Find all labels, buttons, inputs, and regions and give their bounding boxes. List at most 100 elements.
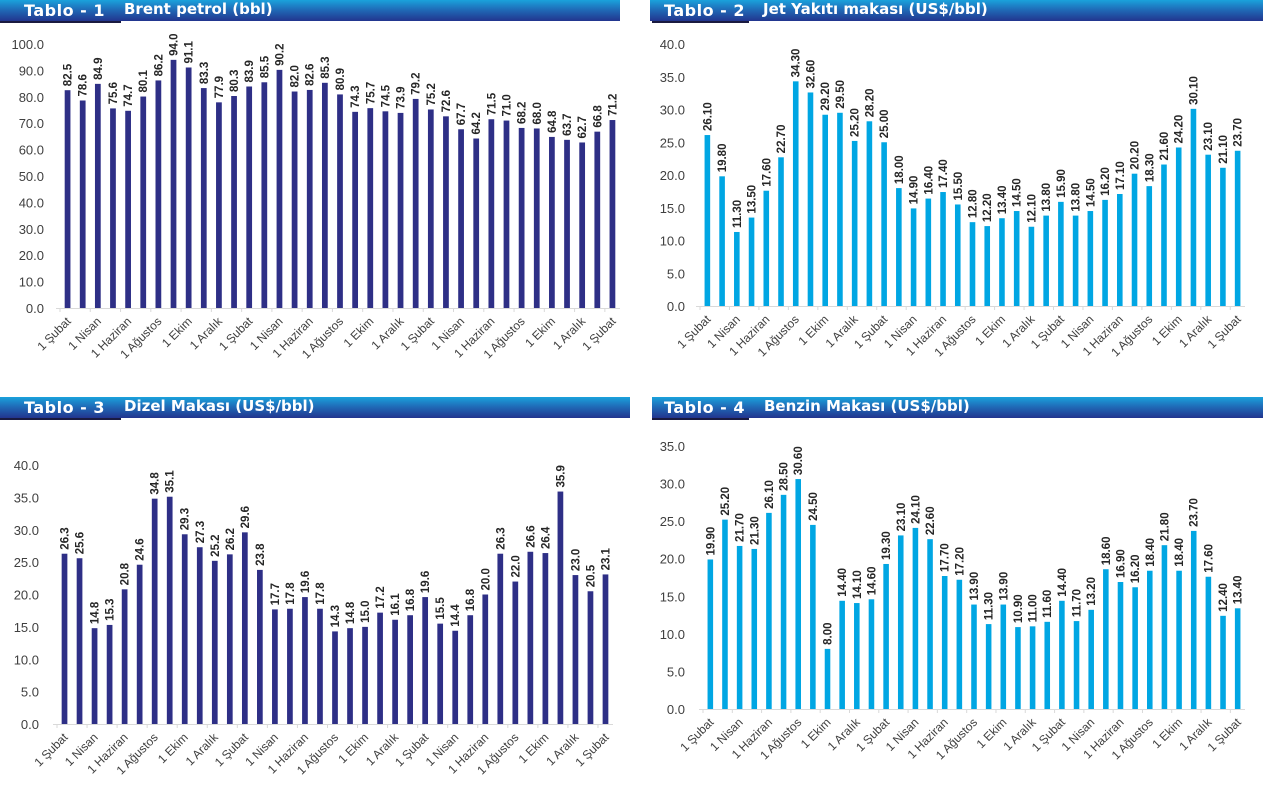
data-label: 28.20 xyxy=(864,89,876,118)
bar xyxy=(64,90,71,308)
bar xyxy=(851,140,858,306)
y-tick-label: 10.0 xyxy=(19,275,44,290)
chart3-header: Tablo - 3 Dizel Makası (US$/bbl) xyxy=(0,397,630,418)
data-label: 25.00 xyxy=(879,109,891,138)
x-tick-label: 1 Şubat xyxy=(579,314,619,354)
data-label: 26.10 xyxy=(764,480,776,509)
data-label: 15.5 xyxy=(435,597,447,620)
bar xyxy=(106,624,113,724)
data-label: 29.6 xyxy=(240,506,252,528)
bar xyxy=(780,494,787,709)
y-tick-label: 15.0 xyxy=(660,201,685,216)
data-label: 94.0 xyxy=(169,33,181,55)
data-label: 13.90 xyxy=(998,572,1010,601)
bar xyxy=(1072,215,1079,306)
data-label: 23.10 xyxy=(896,503,908,532)
bar xyxy=(1220,167,1226,306)
data-label: 63.7 xyxy=(562,113,574,135)
y-tick-label: 70.0 xyxy=(19,116,44,131)
data-label: 35.1 xyxy=(165,470,177,493)
y-tick-label: 25.0 xyxy=(14,555,39,570)
y-tick-label: 35.0 xyxy=(660,439,685,454)
bar xyxy=(868,599,875,709)
data-label: 85.5 xyxy=(259,55,271,78)
bar xyxy=(542,553,549,724)
data-label: 13.20 xyxy=(1086,577,1098,606)
data-label: 16.40 xyxy=(923,166,935,195)
bar xyxy=(321,82,328,308)
data-label: 29.50 xyxy=(835,80,847,109)
bar xyxy=(1132,587,1138,709)
bar xyxy=(795,479,801,709)
data-label: 66.8 xyxy=(592,105,604,128)
bar xyxy=(810,524,816,709)
y-tick-label: 30.0 xyxy=(14,523,39,538)
y-tick-label: 20.0 xyxy=(14,588,39,603)
bar xyxy=(170,59,177,309)
data-label: 11.00 xyxy=(1028,594,1040,622)
data-label: 78.6 xyxy=(78,74,90,96)
data-label: 14.3 xyxy=(330,605,342,627)
x-tick-label: 1 Şubat xyxy=(572,730,612,770)
data-label: 22.70 xyxy=(776,125,788,154)
data-label: 12.10 xyxy=(1026,194,1038,223)
data-label: 14.50 xyxy=(1085,178,1097,207)
data-label: 17.7 xyxy=(270,583,282,605)
bar xyxy=(1131,173,1138,306)
data-label: 13.40 xyxy=(997,185,1009,214)
data-label: 75.6 xyxy=(108,82,120,104)
bar xyxy=(332,631,338,724)
data-label: 80.9 xyxy=(335,68,347,90)
chart4-tab-label: Tablo - 4 xyxy=(664,398,745,417)
bar xyxy=(1088,609,1094,709)
bar xyxy=(1205,154,1211,306)
bar xyxy=(587,591,594,724)
data-label: 15.3 xyxy=(105,599,117,621)
bar xyxy=(226,554,233,724)
bar xyxy=(412,98,419,308)
bar xyxy=(200,88,207,308)
bar xyxy=(792,81,799,307)
bar xyxy=(337,94,343,308)
bar xyxy=(166,496,173,724)
data-label: 62.7 xyxy=(577,116,589,138)
data-label: 16.8 xyxy=(465,588,477,611)
data-label: 13.90 xyxy=(969,572,981,601)
bar xyxy=(999,218,1005,306)
bar xyxy=(594,131,601,308)
data-label: 11.30 xyxy=(984,592,996,620)
bar xyxy=(954,204,961,306)
data-label: 75.2 xyxy=(426,83,438,105)
data-label: 14.40 xyxy=(837,568,849,597)
bar xyxy=(427,109,434,308)
data-label: 75.7 xyxy=(365,82,377,104)
data-label: 20.0 xyxy=(480,568,492,590)
data-label: 82.6 xyxy=(305,64,317,86)
data-label: 86.2 xyxy=(153,54,165,76)
data-label: 17.60 xyxy=(761,158,773,187)
bar xyxy=(241,532,248,724)
data-label: 14.90 xyxy=(909,176,921,205)
chart2-svg: 0.0 5.0 10.0 15.0 20.0 25.0 30.0 35.0 40.0 26.10 1… xyxy=(660,37,1245,359)
bar xyxy=(1043,215,1049,306)
bar xyxy=(512,581,519,724)
data-label: 26.2 xyxy=(225,528,237,550)
bar xyxy=(211,560,218,724)
data-label: 23.1 xyxy=(600,547,612,570)
bar xyxy=(352,111,359,309)
data-label: 23.8 xyxy=(255,543,267,566)
data-label: 68.2 xyxy=(517,102,529,124)
y-tick-label: 15.0 xyxy=(14,620,39,635)
data-label: 71.5 xyxy=(486,92,498,115)
data-label: 24.6 xyxy=(135,538,147,560)
bar xyxy=(866,121,873,306)
y-tick-label: 25.0 xyxy=(660,135,685,150)
data-label: 21.70 xyxy=(735,513,747,542)
data-label: 19.90 xyxy=(705,527,717,556)
bar xyxy=(896,188,902,306)
data-label: 23.70 xyxy=(1233,118,1245,147)
bar xyxy=(602,574,609,724)
y-tick-label: 90.0 xyxy=(19,63,44,78)
bar xyxy=(94,83,101,308)
data-label: 14.10 xyxy=(852,570,864,599)
